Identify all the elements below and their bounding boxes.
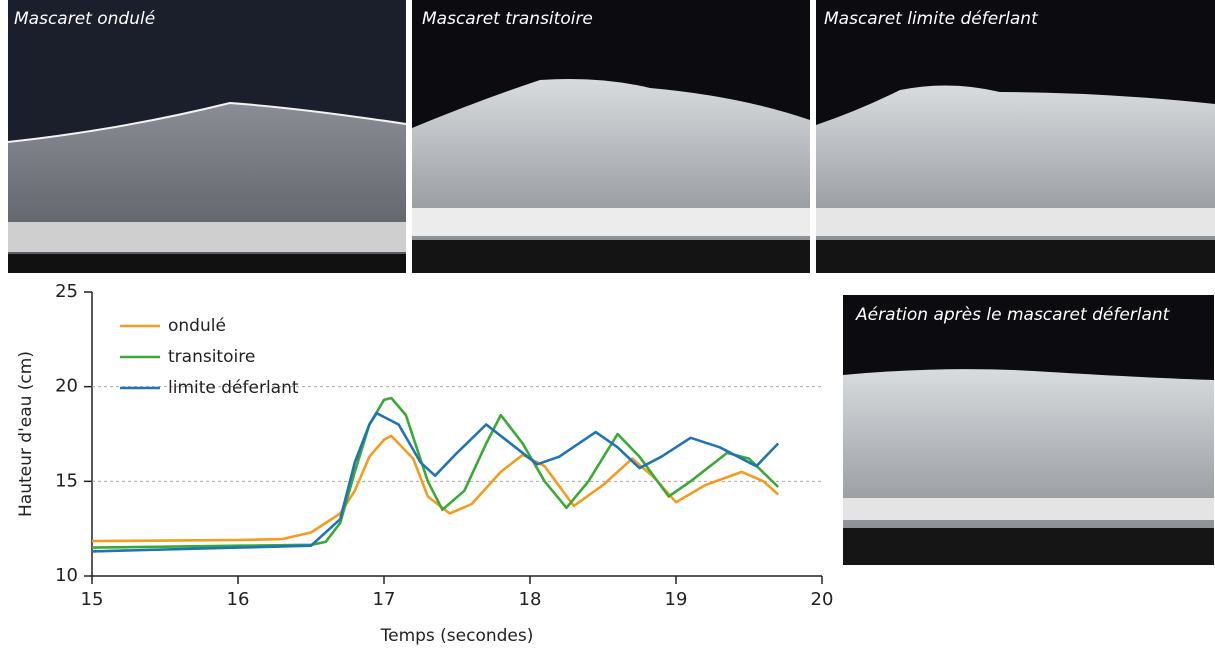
x-axis-label: Temps (secondes) [380, 626, 534, 646]
x-tick-label: 19 [665, 589, 688, 610]
x-tick-label: 20 [811, 589, 834, 610]
photo-limite: Mascaret limite déferlant [816, 0, 1215, 273]
photo-caption: Mascaret transitoire [422, 9, 593, 29]
y-tick-label: 15 [55, 470, 78, 491]
series-line [91, 434, 780, 543]
y-axis-label: Hauteur d'eau (cm) [16, 351, 36, 517]
legend-label: limite déferlant [168, 378, 299, 398]
x-tick-label: 15 [81, 589, 104, 610]
legend-label: ondulé [168, 316, 226, 336]
series-line [91, 396, 780, 549]
x-tick-label: 17 [373, 589, 396, 610]
y-tick-label: 25 [55, 281, 78, 302]
photo-aeration: Aération après le mascaret déferlant [843, 295, 1214, 565]
x-tick-label: 16 [227, 589, 250, 610]
photo-caption: Aération après le mascaret déferlant [855, 305, 1171, 325]
series-line [91, 411, 780, 553]
y-tick-label: 10 [55, 565, 78, 586]
photo-ondule: Mascaret ondulé [7, 0, 407, 273]
y-tick-label: 20 [55, 376, 78, 397]
x-tick-label: 18 [519, 589, 542, 610]
legend-label: transitoire [168, 347, 255, 367]
photo-transitoire: Mascaret transitoire [412, 0, 810, 273]
photo-caption: Mascaret ondulé [14, 9, 155, 29]
photo-caption: Mascaret limite déferlant [824, 9, 1039, 29]
